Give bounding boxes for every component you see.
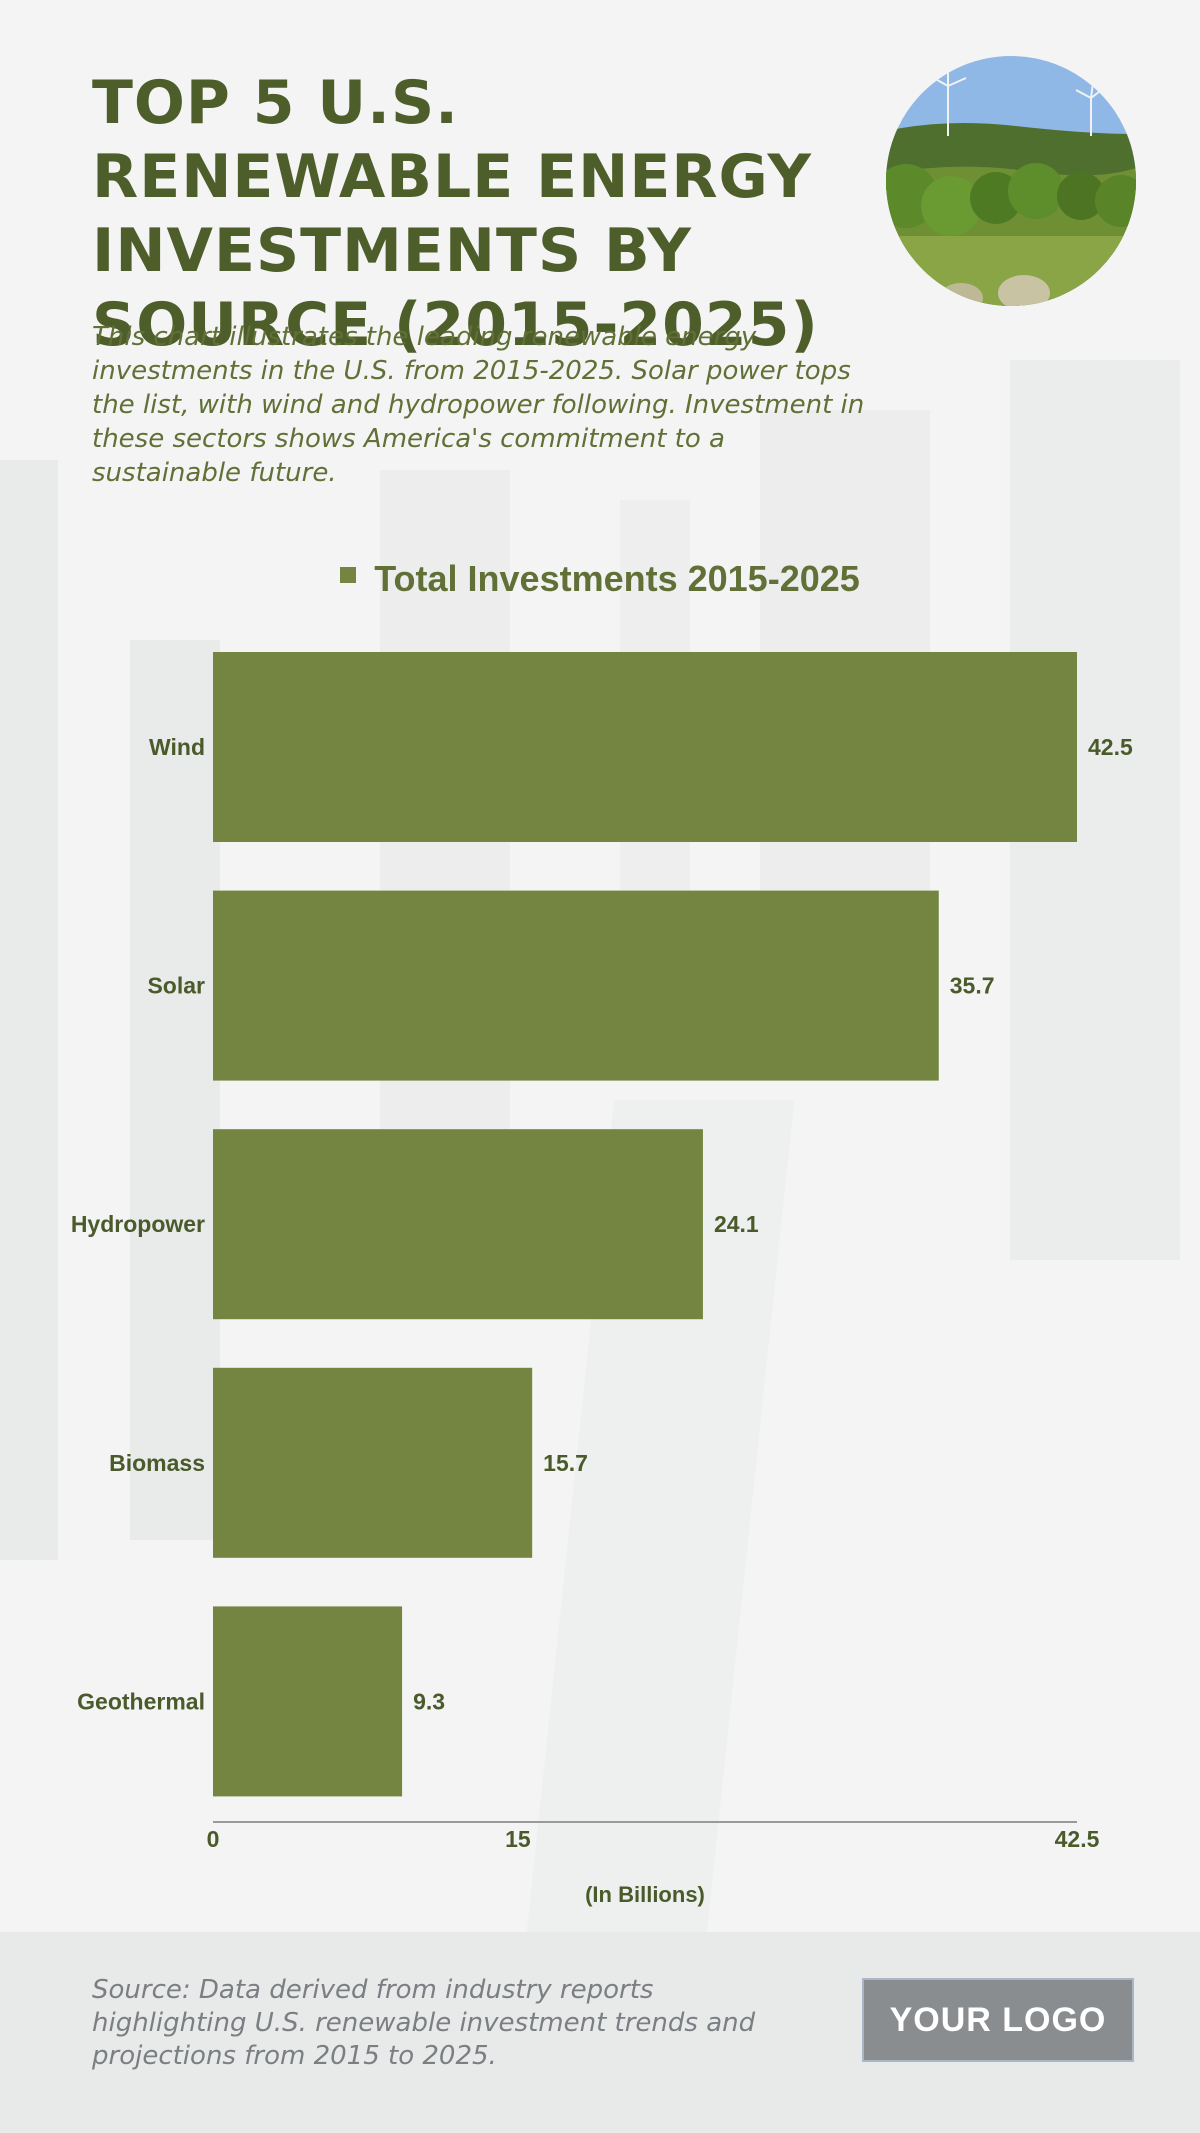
bar-solar (213, 890, 939, 1081)
x-tick-label: 42.5 (1055, 1826, 1100, 1852)
x-tick-label: 0 (207, 1826, 220, 1852)
data-label: 42.5 (1088, 734, 1133, 760)
chart-description: This chart illustrates the leading renew… (92, 322, 865, 488)
chart-legend: Total Investments 2015-2025 (0, 558, 1200, 600)
data-label: 15.7 (543, 1450, 588, 1476)
category-label: Solar (147, 973, 205, 999)
legend-swatch (340, 567, 357, 583)
wind-farm-photo (886, 56, 1136, 306)
x-axis-label: (In Billions) (585, 1882, 705, 1907)
bar-wind (213, 652, 1077, 842)
category-label: Hydropower (71, 1211, 205, 1237)
category-label: Wind (149, 734, 205, 760)
bar-hydropower (213, 1129, 703, 1320)
source-note: Source: Data derived from industry repor… (92, 1975, 756, 2071)
data-label: 9.3 (413, 1688, 445, 1714)
data-label: 35.7 (950, 973, 995, 999)
bar-biomass (213, 1367, 533, 1558)
x-tick-label: 15 (505, 1826, 531, 1852)
category-label: Geothermal (77, 1688, 205, 1714)
page-title: TOP 5 U.S. RENEWABLE ENERGY INVESTMENTS … (92, 68, 819, 360)
legend-label: Total Investments 2015-2025 (374, 558, 860, 599)
data-label: 24.1 (714, 1211, 759, 1237)
bar-geothermal (213, 1606, 403, 1797)
bar-chart: Wind 42.5 Solar 35.7 Hydropower 24.1 Biomass 15… (71, 652, 1133, 1907)
category-label: Biomass (109, 1450, 205, 1476)
logo-placeholder: YOUR LOGO (862, 1978, 1134, 2062)
